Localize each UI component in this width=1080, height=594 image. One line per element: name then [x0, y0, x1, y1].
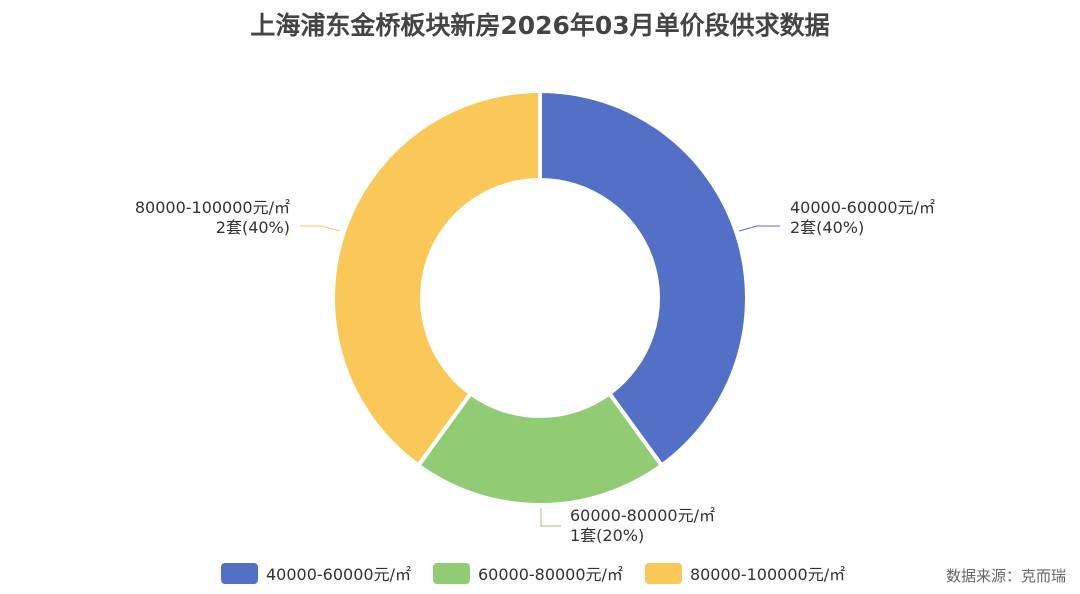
slice-category-label-1: 40000-60000元/㎡	[790, 198, 935, 217]
leader-line-2	[540, 508, 561, 527]
legend-swatch-1	[221, 562, 258, 584]
leader-line-1	[738, 225, 780, 232]
legend-swatch-3	[644, 562, 682, 584]
legend-label-1: 40000-60000元/㎡	[266, 565, 411, 584]
chart-legend: 40000-60000元/㎡ 60000-80000元/㎡ 80000-1000…	[221, 561, 867, 585]
slice-category-label-2: 60000-80000元/㎡	[570, 506, 715, 525]
legend-item-3[interactable]: 80000-100000元/㎡	[644, 561, 846, 585]
donut-slice-2[interactable]	[416, 391, 664, 507]
slice-category-label-3: 80000-100000元/㎡	[135, 198, 290, 217]
slice-value-label-2: 1套(20%)	[570, 526, 644, 545]
chart-title: 上海浦东金桥板块新房2026年03月单价段供求数据	[250, 11, 830, 40]
legend-label-3: 80000-100000元/㎡	[689, 565, 846, 584]
legend-swatch-2	[432, 562, 470, 584]
donut-slice-1[interactable]	[538, 89, 749, 468]
legend-item-2[interactable]: 60000-80000元/㎡	[432, 561, 623, 585]
legend-label-2: 60000-80000元/㎡	[477, 565, 623, 584]
legend-item-1[interactable]: 40000-60000元/㎡	[221, 561, 411, 585]
data-source-note: 数据来源：克而瑞	[945, 567, 1066, 585]
slice-value-label-1: 2套(40%)	[790, 218, 864, 237]
slice-value-label-3: 2套(40%)	[216, 218, 290, 237]
donut-slice-3[interactable]	[331, 89, 542, 468]
leader-line-3	[300, 225, 341, 232]
